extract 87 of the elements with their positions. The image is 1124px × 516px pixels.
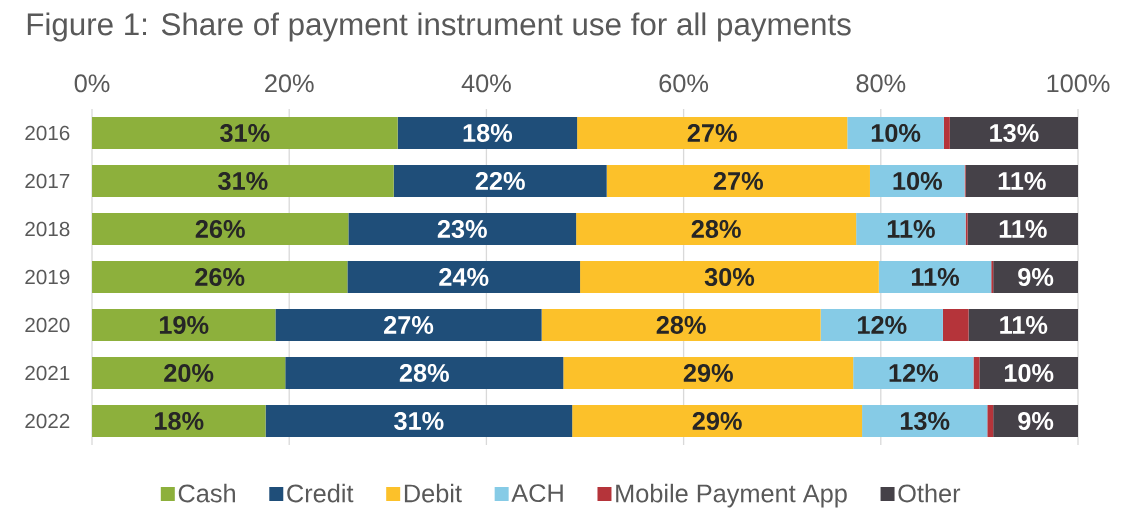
data-label: 27% (384, 316, 434, 334)
data-label: 28% (691, 220, 741, 238)
data-label: 28% (656, 316, 706, 334)
data-label: 10% (1004, 364, 1054, 382)
data-label: 28% (399, 364, 449, 382)
bar (541, 309, 821, 341)
data-label: 9% (1018, 412, 1054, 430)
bar (606, 165, 870, 197)
y-tick-label: 2017 (25, 173, 70, 189)
bar (563, 356, 854, 389)
bar (265, 404, 573, 437)
data-label: 26% (195, 268, 245, 286)
data-label: 31% (394, 412, 444, 430)
y-tick-label: 2021 (25, 365, 70, 381)
bar (275, 309, 542, 341)
data-label: 11% (1000, 316, 1048, 334)
data-label: 18% (463, 124, 513, 142)
bar (577, 117, 848, 150)
bar (878, 261, 992, 293)
x-tick-label: 0% (74, 74, 110, 93)
bar (856, 213, 966, 245)
data-label: 20% (164, 364, 214, 382)
data-label: 27% (713, 172, 763, 190)
data-label: 18% (155, 412, 204, 430)
data-label: 31% (218, 172, 268, 190)
data-label: 31% (220, 124, 270, 142)
legend-label: Other (898, 483, 961, 503)
y-tick-label: 2020 (25, 317, 70, 333)
bar (92, 309, 276, 341)
x-tick-label: 80% (856, 74, 906, 93)
bar (393, 165, 607, 197)
data-label: 11% (998, 172, 1046, 190)
x-tick-label: 20% (265, 74, 314, 93)
data-label: 23% (437, 220, 487, 238)
bar (580, 261, 879, 293)
data-label: 12% (889, 364, 939, 382)
bar (965, 165, 1078, 197)
y-tick-label: 2016 (25, 125, 70, 141)
data-label: 11% (999, 220, 1047, 238)
bar (820, 309, 943, 341)
bar (92, 356, 286, 389)
data-label: 27% (687, 124, 737, 142)
legend-label: Credit (287, 483, 354, 503)
legend-label: Cash (178, 483, 235, 503)
bar (943, 117, 950, 150)
data-label: 10% (871, 124, 921, 142)
bar (862, 404, 988, 437)
data-label: 29% (692, 412, 742, 430)
y-tick-label: 2018 (25, 221, 70, 237)
bar (853, 356, 974, 389)
data-label: 24% (439, 268, 489, 286)
x-tick-label: 100% (1047, 74, 1110, 93)
bar (973, 356, 980, 389)
y-tick-label: 2019 (25, 269, 70, 285)
data-label: 12% (858, 316, 907, 334)
y-tick-label: 2022 (25, 413, 70, 429)
data-label: 11% (911, 268, 960, 286)
x-tick-label: 40% (461, 74, 511, 93)
bar (576, 213, 857, 245)
bar (397, 117, 578, 150)
bar (949, 117, 1078, 150)
data-label: 9% (1018, 268, 1054, 286)
data-label: 10% (893, 172, 942, 190)
bar (92, 165, 394, 197)
bar (347, 261, 581, 293)
bar (285, 356, 564, 389)
legend-label: ACH (511, 484, 563, 503)
data-label: 11% (887, 220, 935, 238)
bar (572, 404, 863, 437)
legend-label: Debit (404, 483, 462, 503)
data-label: 13% (990, 124, 1039, 142)
bar (942, 309, 969, 341)
bar (92, 404, 266, 437)
x-tick-label: 60% (659, 74, 709, 93)
legend-label: Mobile Payment App (616, 483, 847, 508)
data-label: 13% (900, 412, 950, 430)
data-label: 26% (195, 220, 245, 238)
bar (987, 404, 994, 437)
data-label: 30% (704, 268, 755, 286)
bar (92, 261, 348, 293)
data-label: 29% (683, 364, 733, 382)
data-label: 22% (475, 172, 525, 190)
bar (348, 213, 577, 245)
chart-title: Figure 1: Share of payment instrument use for all payments (27, 12, 851, 42)
bar (92, 213, 349, 245)
bar (92, 117, 398, 150)
data-label: 19% (159, 316, 209, 334)
